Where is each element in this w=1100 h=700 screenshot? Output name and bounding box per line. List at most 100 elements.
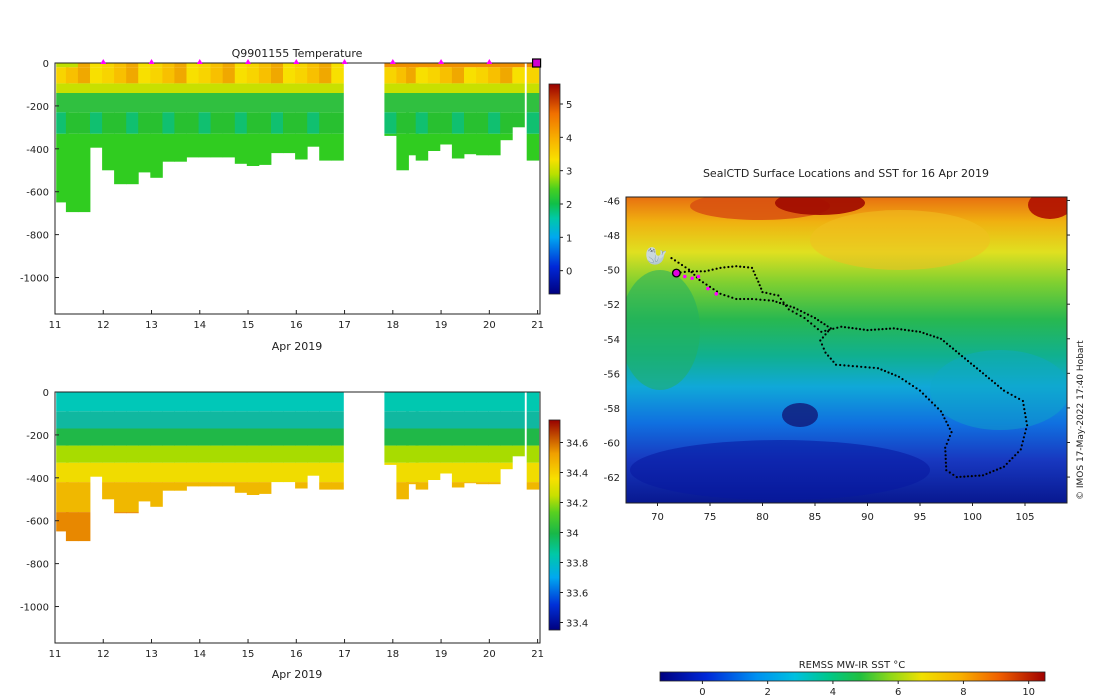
track-point (693, 273, 696, 276)
profile-cell (162, 112, 175, 134)
track-point (870, 328, 873, 331)
track-point (1023, 412, 1027, 415)
profile-cell (210, 428, 224, 446)
profile-cell (271, 462, 284, 483)
profile-cell (90, 112, 103, 134)
profile-cell (138, 428, 151, 446)
profile-cell (150, 411, 163, 429)
track-point (900, 328, 903, 331)
profile-cell (77, 462, 91, 483)
track-point (929, 334, 932, 337)
profile-cell (198, 445, 212, 463)
x-tick-label: 18 (386, 320, 399, 331)
profile-cell (162, 63, 175, 68)
profile-cell (319, 462, 332, 483)
track-point (860, 365, 863, 368)
track-point (1021, 440, 1024, 443)
profile-cell (406, 392, 419, 412)
profile-cell (114, 67, 127, 84)
profile-cell (174, 93, 187, 113)
profile-cell (77, 445, 91, 463)
track-point (673, 259, 677, 262)
profile-cell (427, 411, 441, 429)
map-y-tick-label: -60 (604, 438, 620, 449)
colorbar-tick-label: 34.6 (566, 439, 588, 450)
track-point (824, 351, 827, 354)
track-point (782, 301, 785, 304)
profile-cell (427, 67, 441, 84)
profile-cell (331, 133, 344, 161)
track-point (829, 357, 832, 360)
profile-cell (234, 112, 248, 134)
profile-cell (138, 445, 151, 463)
track-point (755, 298, 758, 301)
sst-map-panel: SealCTD Surface Locations and SST for 16… (604, 167, 1086, 698)
track-point (824, 329, 827, 332)
current-position-marker (671, 268, 681, 278)
profile-cell (396, 133, 409, 171)
y-tick-label: -200 (26, 102, 49, 113)
profile-cell (415, 428, 429, 446)
track-point (966, 475, 970, 478)
profile-cell (77, 512, 91, 542)
profile-cell (246, 482, 260, 495)
profile-cell (271, 428, 284, 446)
profile-cell (406, 133, 419, 156)
track-point (1023, 408, 1026, 411)
profile-cell (102, 462, 115, 483)
track-point (987, 377, 991, 380)
track-point (816, 328, 820, 331)
track-point (932, 335, 936, 338)
track-point (894, 374, 897, 377)
track-point (707, 269, 710, 272)
track-point (739, 265, 742, 268)
surfacing-marker (100, 59, 107, 64)
track-point (683, 270, 686, 273)
profile-cell (56, 392, 69, 412)
profile-cell (295, 411, 308, 429)
profile-cell (464, 112, 477, 134)
profile-cell (162, 482, 175, 491)
track-point (924, 395, 928, 398)
profile-cell (138, 392, 151, 412)
track-point (795, 312, 798, 315)
profile-cell (526, 392, 540, 412)
track-point (773, 293, 776, 296)
track-point (904, 380, 908, 383)
profile-cell (210, 93, 224, 113)
track-point (1014, 454, 1017, 457)
profile-cell (451, 411, 465, 429)
profile-cell (162, 428, 175, 446)
track-point (992, 469, 995, 473)
track-point (760, 287, 763, 290)
profile-cell (102, 133, 115, 171)
track-point (829, 327, 832, 330)
profile-cell (283, 428, 296, 446)
x-tick-label: 17 (338, 320, 351, 331)
profile-cell (396, 392, 409, 412)
profile-cell (415, 93, 429, 113)
y-tick-label: -600 (26, 517, 49, 528)
profile-cell (451, 428, 465, 446)
x-tick-label: 11 (49, 649, 62, 660)
track-point (978, 369, 982, 372)
profile-cell (331, 67, 344, 84)
profile-cell (451, 482, 465, 488)
profile-cell (307, 462, 320, 476)
track-point (990, 379, 994, 382)
track-point (936, 407, 940, 410)
track-point (903, 328, 907, 331)
x-tick-label: 21 (531, 320, 544, 331)
profile-cell (174, 411, 187, 429)
profile-cell (319, 445, 332, 463)
profile-cell (396, 83, 409, 94)
profile-cell (451, 445, 465, 463)
profile-cell (331, 392, 344, 412)
track-point (715, 267, 718, 270)
track-point (851, 327, 854, 330)
sst-colorbar-tick-label: 4 (830, 687, 836, 698)
profile-cell (174, 67, 187, 84)
profile-cell (65, 482, 79, 513)
profile-cell (283, 462, 296, 483)
profile-cell (439, 428, 453, 446)
